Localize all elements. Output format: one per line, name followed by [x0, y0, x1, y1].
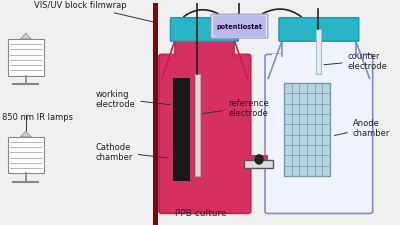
Bar — [244, 160, 273, 168]
Bar — [245, 156, 268, 164]
FancyBboxPatch shape — [265, 55, 373, 214]
Text: 850 nm IR lamps: 850 nm IR lamps — [2, 112, 73, 121]
Text: reference
electrode: reference electrode — [203, 98, 269, 117]
Bar — [173, 79, 190, 181]
Text: VIS/UV block filmwrap: VIS/UV block filmwrap — [34, 1, 154, 23]
Polygon shape — [20, 34, 31, 40]
Ellipse shape — [256, 155, 263, 164]
FancyBboxPatch shape — [279, 19, 359, 42]
Polygon shape — [20, 131, 31, 137]
Text: working
electrode: working electrode — [95, 89, 170, 108]
FancyBboxPatch shape — [8, 137, 44, 174]
Bar — [316, 30, 321, 74]
Text: Cathode
chamber: Cathode chamber — [95, 142, 168, 162]
Bar — [282, 33, 356, 57]
Text: counter
electrode: counter electrode — [324, 52, 388, 71]
Bar — [284, 83, 330, 176]
Bar — [175, 33, 234, 57]
FancyBboxPatch shape — [211, 15, 268, 39]
FancyBboxPatch shape — [213, 16, 266, 38]
Text: Anode
chamber: Anode chamber — [334, 118, 390, 137]
Text: potentiostat: potentiostat — [216, 24, 262, 30]
FancyBboxPatch shape — [170, 19, 238, 42]
FancyBboxPatch shape — [8, 40, 44, 76]
Bar — [153, 4, 158, 225]
FancyBboxPatch shape — [159, 55, 251, 214]
Bar — [272, 55, 366, 79]
Bar — [195, 74, 200, 176]
Bar — [166, 55, 244, 79]
Text: PPB culture: PPB culture — [175, 208, 226, 217]
